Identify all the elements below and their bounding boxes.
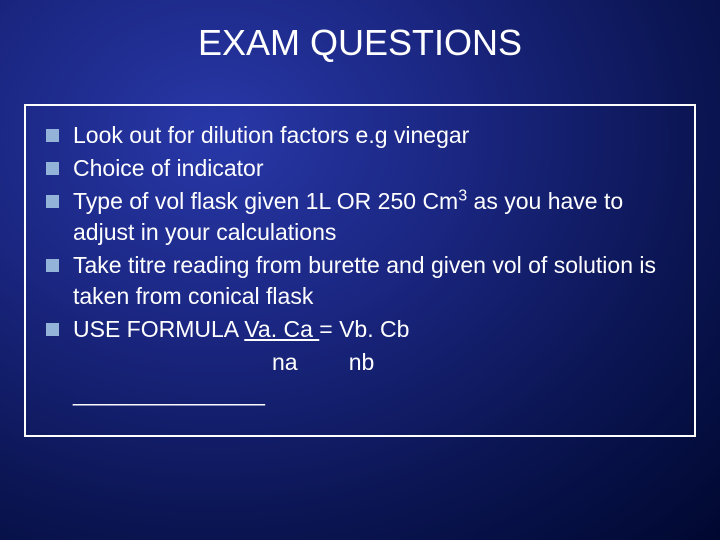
bullet-icon (46, 195, 59, 208)
bullet-text: Take titre reading from burette and give… (73, 250, 674, 312)
list-item: Choice of indicator (46, 153, 674, 184)
text-part: = Vb. Cb (319, 316, 409, 342)
underline-text: Va. Ca (244, 316, 319, 342)
list-item: USE FORMULA Va. Ca = Vb. Cb (46, 314, 674, 345)
slide: EXAM QUESTIONS Look out for dilution fac… (0, 0, 720, 540)
bullet-icon (46, 323, 59, 336)
text-na: na (272, 349, 298, 375)
bullet-text: Type of vol flask given 1L OR 250 Cm3 as… (73, 186, 674, 248)
bullet-icon (46, 162, 59, 175)
slide-title: EXAM QUESTIONS (0, 0, 720, 104)
list-item: Look out for dilution factors e.g vinega… (46, 120, 674, 151)
blank-line: _______________ (46, 378, 674, 409)
list-item: Take titre reading from burette and give… (46, 250, 674, 312)
bullet-text: Look out for dilution factors e.g vinega… (73, 120, 674, 151)
content-box: Look out for dilution factors e.g vinega… (24, 104, 696, 437)
text-part: Type of vol flask given 1L OR 250 Cm (73, 188, 458, 214)
bullet-list: Look out for dilution factors e.g vinega… (46, 120, 674, 345)
list-item: Type of vol flask given 1L OR 250 Cm3 as… (46, 186, 674, 248)
bullet-icon (46, 129, 59, 142)
bullet-icon (46, 259, 59, 272)
superscript: 3 (458, 186, 467, 204)
formula-denominator: na nb (46, 347, 674, 378)
text-nb: nb (349, 349, 375, 375)
bullet-text: USE FORMULA Va. Ca = Vb. Cb (73, 314, 674, 345)
bullet-text: Choice of indicator (73, 153, 674, 184)
text-part: USE FORMULA (73, 316, 244, 342)
